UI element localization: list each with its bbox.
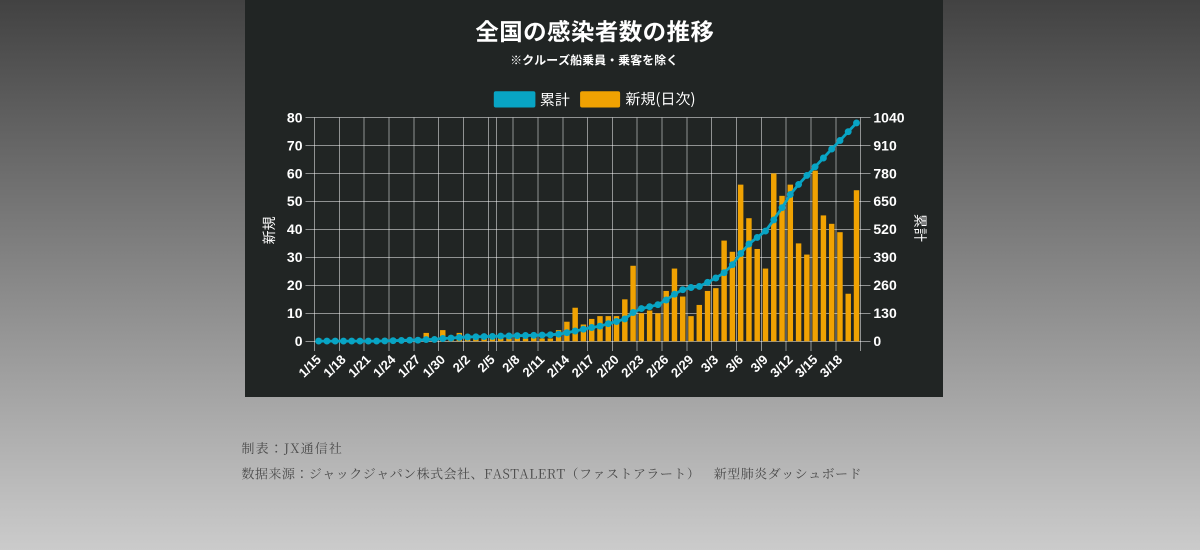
svg-text:60: 60 xyxy=(287,165,303,181)
svg-text:0: 0 xyxy=(873,333,881,349)
svg-text:910: 910 xyxy=(873,137,897,153)
svg-text:80: 80 xyxy=(287,109,303,125)
svg-text:780: 780 xyxy=(873,165,897,181)
svg-text:520: 520 xyxy=(873,221,897,237)
svg-text:70: 70 xyxy=(287,137,303,153)
svg-text:260: 260 xyxy=(873,277,897,293)
svg-text:650: 650 xyxy=(873,193,897,209)
svg-text:1040: 1040 xyxy=(873,109,904,125)
svg-text:390: 390 xyxy=(873,249,897,265)
svg-text:20: 20 xyxy=(287,277,303,293)
svg-text:30: 30 xyxy=(287,249,303,265)
svg-text:130: 130 xyxy=(873,305,897,321)
svg-text:0: 0 xyxy=(295,333,303,349)
svg-text:10: 10 xyxy=(287,305,303,321)
svg-text:40: 40 xyxy=(287,221,303,237)
svg-text:50: 50 xyxy=(287,193,303,209)
